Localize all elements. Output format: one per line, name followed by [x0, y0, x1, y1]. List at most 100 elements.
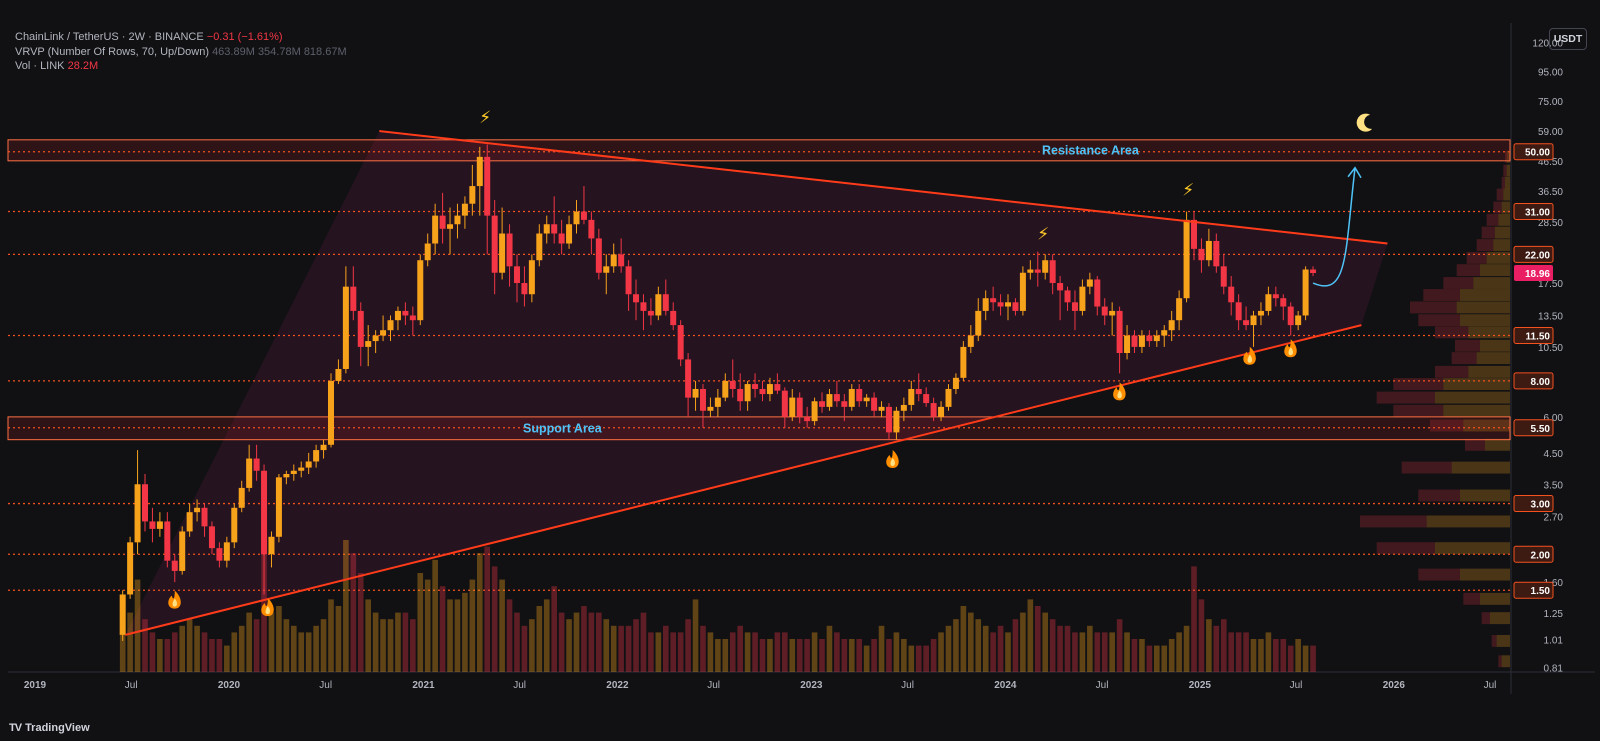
vrvp-up-bar [1503, 188, 1510, 201]
volume-bar [499, 579, 505, 672]
vrvp-down-bar [1435, 365, 1469, 378]
volume-bar [566, 619, 572, 672]
currency-unit-button[interactable]: USDT [1549, 28, 1587, 50]
candle-body [1101, 306, 1108, 316]
candle-body [1027, 269, 1034, 273]
candle-body [595, 238, 602, 273]
candle-body [1086, 279, 1093, 287]
volume-bar [238, 625, 245, 672]
vrvp-down-bar [1463, 592, 1480, 605]
candle-body [409, 315, 416, 321]
vrvp-up-bar [1485, 438, 1510, 451]
vrvp-up-bar [1498, 213, 1510, 226]
vrvp-up-bar [1501, 655, 1510, 668]
volume-bar [811, 632, 818, 672]
candle-body [885, 406, 892, 433]
vrvp-up-bar [1435, 542, 1510, 555]
candle-body [350, 286, 357, 311]
time-tick-label: Jul [319, 680, 332, 691]
volume-bar [633, 619, 639, 672]
symbol-row[interactable]: ChainLink / TetherUS · 2W · BINANCE −0.3… [15, 30, 347, 45]
candle-body [566, 224, 573, 244]
candle-body [1198, 248, 1205, 261]
candle-body [432, 215, 439, 244]
volume-bar [402, 612, 409, 672]
vrvp-down-bar [1465, 438, 1485, 451]
candle-body [201, 507, 208, 527]
candle-body [1265, 294, 1272, 311]
vrvp-up-bar [1443, 378, 1510, 391]
volume-bar [1250, 639, 1257, 672]
volume-bar [320, 619, 327, 672]
vrvp-row[interactable]: VRVP (Number Of Rows, 70, Up/Down) 463.8… [15, 45, 347, 60]
volume-bar [1295, 639, 1301, 672]
candle-body [588, 219, 595, 239]
candles[interactable] [119, 144, 1317, 641]
candle-body [863, 397, 870, 402]
candle-body [439, 215, 446, 229]
plot-area [8, 23, 1510, 672]
level-badge-label: 50.00 [1525, 148, 1550, 159]
price-tick-label: 13.50 [1538, 311, 1563, 322]
volume-bar [1235, 632, 1242, 672]
fire-icon-core [265, 606, 271, 615]
time-axis[interactable]: 2019 Jul 2020 Jul 2021 Jul 2022 Jul 2023 Jul 2024 J… [24, 680, 1497, 691]
candle-body [342, 286, 349, 369]
price-tick-label: 75.00 [1538, 97, 1563, 108]
candle-body [164, 521, 171, 561]
tradingview-watermark[interactable]: TV TradingView [9, 722, 90, 734]
price-axis[interactable]: 120.00 95.00 75.00 59.00 46.50 36.50 28.50 17.5… [1532, 38, 1563, 674]
symbol-title[interactable]: ChainLink / TetherUS · 2W · BINANCE [15, 31, 204, 43]
price-tick-label: 59.00 [1538, 127, 1563, 138]
volume-bar [782, 632, 788, 672]
candle-body [551, 224, 558, 234]
volume-bar [469, 579, 476, 672]
candle-body [662, 294, 669, 311]
vrvp-up-bar [1476, 352, 1510, 365]
volume-bar [1101, 632, 1108, 672]
time-tick-label: Jul [1484, 680, 1497, 691]
vrvp-up-bar [1505, 176, 1510, 189]
vrvp-label[interactable]: VRVP (Number Of Rows, 70, Up/Down) [15, 45, 209, 58]
resistance-area-label: Resistance Area [1042, 143, 1140, 157]
price-tick-label: 4.50 [1544, 449, 1564, 460]
volume-bar [209, 639, 215, 672]
candle-body [521, 283, 528, 295]
volume-bar [380, 619, 386, 672]
fire-icon-core [1247, 354, 1253, 363]
candle-body [685, 359, 692, 398]
volume-bar [417, 573, 424, 672]
vrvp-down-bar [1501, 176, 1505, 189]
candle-body [923, 394, 930, 404]
candle-body [677, 325, 684, 360]
volume-bar [157, 639, 163, 672]
candle-body [536, 233, 543, 261]
vrvp-down-bar [1418, 314, 1460, 327]
candle-body [1220, 266, 1227, 287]
volume-row[interactable]: Vol · LINK 28.2M [15, 59, 347, 74]
volume-bar [1116, 619, 1123, 672]
volume-bar [573, 612, 580, 672]
candle-body [327, 380, 334, 445]
projection-arrow-head [1347, 166, 1362, 179]
vrvp-down-bar [1496, 188, 1504, 201]
vrvp-down-bar [1503, 164, 1507, 177]
vrvp-down-bar [1435, 326, 1469, 339]
candle-body [1272, 294, 1279, 299]
vrvp-up-bar [1443, 404, 1510, 417]
volume-bar [752, 632, 758, 672]
candle-body [1094, 279, 1101, 307]
volume-bar [1094, 632, 1101, 672]
lower-trendline [125, 324, 1362, 636]
volume-bar [1228, 632, 1235, 672]
volume-bar [1287, 645, 1294, 672]
vrvp-up-bar [1496, 634, 1510, 647]
level-badge-label: 22.00 [1525, 250, 1550, 261]
volume-label[interactable]: Vol · LINK [15, 60, 65, 72]
drawings-layer[interactable]: ⚡ ⚡ ⚡ [125, 108, 1388, 636]
candle-body [194, 507, 201, 513]
volume-bar [618, 625, 624, 672]
candle-body [811, 401, 818, 422]
